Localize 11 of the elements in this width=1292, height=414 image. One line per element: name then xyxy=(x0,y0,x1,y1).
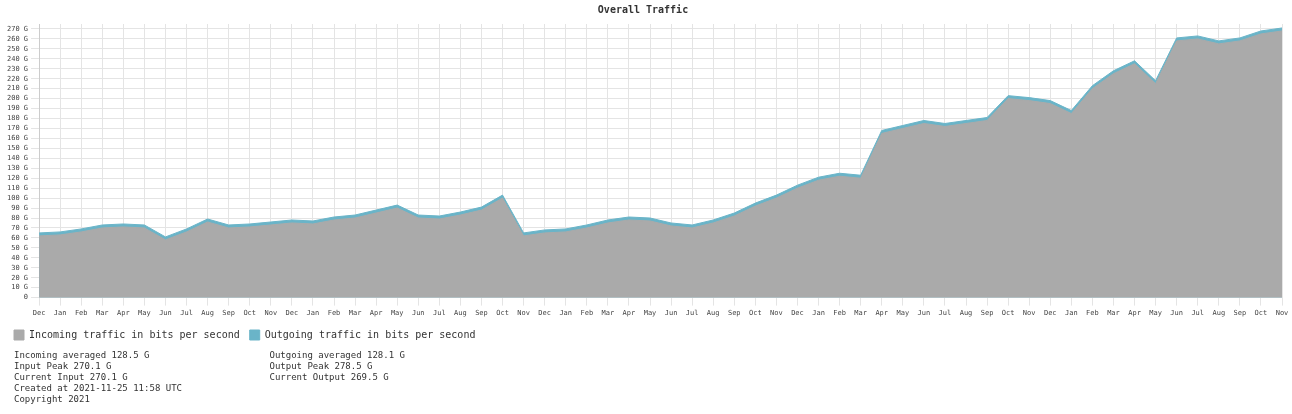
text: Copyright 2021 xyxy=(14,394,91,405)
text: Outgoing averaged 128.1 G xyxy=(269,350,405,361)
text: Input Peak 270.1 G xyxy=(14,361,113,372)
legend-label: Incoming traffic in bits per second xyxy=(29,328,240,340)
text: Current Input 270.1 G xyxy=(14,372,129,383)
legend-label: Outgoing traffic in bits per second xyxy=(264,328,476,340)
text: Incoming averaged 128.5 G xyxy=(14,350,150,361)
text: Created at 2021-11-25 11:58 UTC xyxy=(14,383,183,394)
text: Current Output 269.5 G xyxy=(269,372,390,383)
chart-title: Overall Traffic xyxy=(597,3,689,15)
text: Output Peak 278.5 G xyxy=(269,361,374,372)
